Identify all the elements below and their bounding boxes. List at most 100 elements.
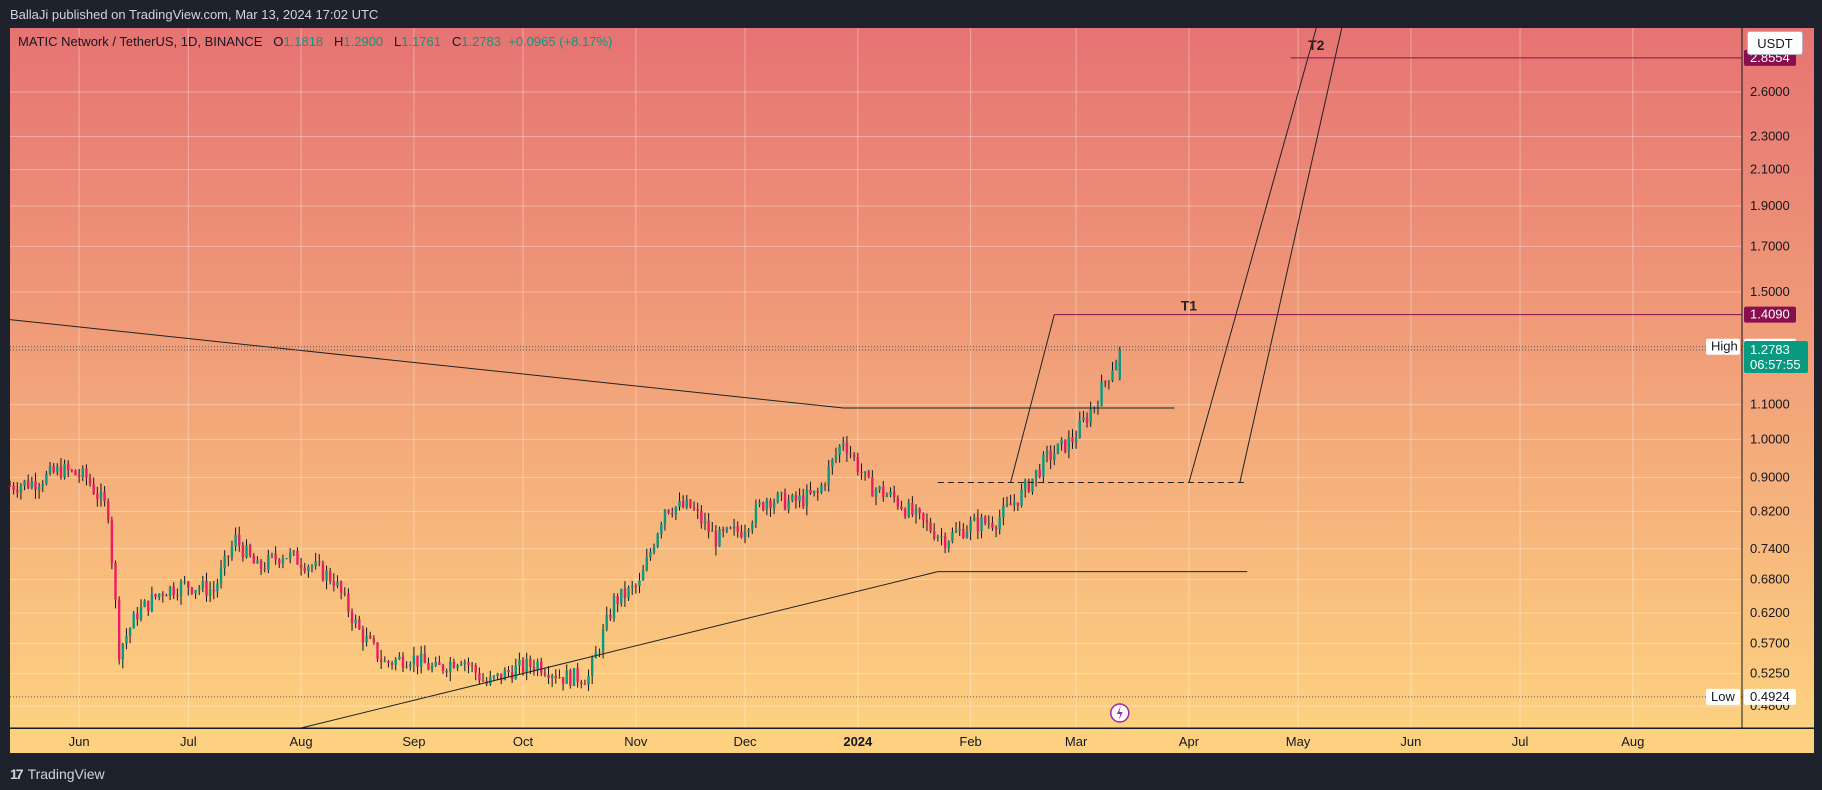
x-tick-label: Apr — [1179, 734, 1200, 749]
candle-body — [30, 481, 34, 488]
candle-body — [1031, 478, 1034, 492]
candle-body — [536, 661, 539, 671]
y-tick-label: 2.1000 — [1750, 162, 1790, 177]
candle-body — [831, 459, 834, 467]
downtrend-line — [9, 319, 844, 409]
candle-body — [139, 606, 143, 620]
candle-body — [412, 655, 416, 665]
candle-body — [310, 566, 314, 568]
candle-body — [911, 502, 914, 515]
currency-button[interactable]: USDT — [1747, 31, 1803, 55]
y-tick-label: 1.9000 — [1750, 198, 1790, 213]
candle-body — [812, 490, 816, 494]
candle-body — [900, 506, 903, 510]
candle-body — [1111, 370, 1114, 381]
candle-body — [681, 500, 685, 508]
candle-body — [638, 580, 641, 587]
candle-body — [969, 520, 972, 532]
candle-body — [259, 560, 263, 569]
candle-body — [951, 532, 954, 542]
tradingview-logo[interactable]: 17 TradingView — [10, 766, 105, 782]
candle-body — [663, 509, 667, 525]
candle-body — [1005, 503, 1009, 506]
candle-body — [8, 485, 12, 487]
candle-body — [183, 581, 186, 583]
candle-body — [205, 580, 208, 596]
candle-body — [45, 473, 48, 484]
candle-body — [114, 562, 117, 600]
candle-body — [12, 485, 15, 490]
candle-body — [16, 489, 19, 493]
candle-body — [871, 477, 874, 497]
candle-body — [394, 659, 397, 665]
candle-body — [376, 642, 379, 659]
y-tick-label: 0.8200 — [1750, 503, 1790, 518]
candle-body — [714, 530, 718, 547]
candle-body — [725, 527, 729, 532]
candle-body — [350, 612, 354, 624]
x-tick-label: 2024 — [843, 734, 873, 749]
candle-body — [783, 492, 787, 510]
high-label-tag-bg — [1706, 338, 1740, 355]
candle-body — [1089, 409, 1092, 423]
candle-body — [1009, 503, 1012, 506]
candle-body — [401, 656, 405, 668]
candle-body — [452, 661, 456, 669]
close-value: 1.2783 — [461, 34, 501, 49]
candle-body — [52, 466, 55, 473]
x-tick-label: Jul — [1512, 734, 1529, 749]
candle-body — [168, 586, 172, 597]
candle-body — [976, 517, 980, 532]
symbol-name[interactable]: MATIC Network / TetherUS, 1D, BINANCE — [18, 34, 263, 49]
candle-body — [358, 619, 361, 630]
candle-body — [518, 659, 521, 666]
y-tick-label: 0.7400 — [1750, 541, 1790, 556]
candle-body — [248, 545, 252, 556]
candle-body — [1013, 502, 1016, 506]
candle-body — [303, 567, 306, 572]
candle-body — [441, 664, 445, 671]
candle-body — [1096, 405, 1100, 408]
candle-body — [154, 594, 157, 597]
low-label-tag: Low — [1711, 689, 1735, 704]
candle-body — [1071, 437, 1074, 443]
candle-body — [150, 594, 154, 612]
candle-body — [489, 677, 492, 685]
candle-body — [692, 507, 696, 510]
candle-body — [507, 670, 510, 673]
candle-body — [77, 475, 81, 477]
candle-body — [496, 673, 499, 676]
candle-body — [925, 519, 929, 523]
candle-body — [318, 561, 321, 563]
candle-body — [885, 495, 889, 497]
candle-body — [827, 466, 830, 486]
candle-body — [754, 504, 758, 524]
y-tick-label: 1.1000 — [1750, 397, 1790, 412]
candle-body — [550, 675, 554, 679]
candle-body — [980, 517, 983, 532]
candle-body — [285, 558, 288, 560]
candle-body — [569, 670, 572, 686]
footer-bar: 17 TradingView — [0, 755, 1822, 790]
candle-body — [41, 483, 44, 487]
candle-body — [463, 662, 467, 664]
x-tick-label: Aug — [290, 734, 313, 749]
candle-body — [609, 614, 612, 619]
candle-body — [674, 506, 678, 515]
candle-body — [1107, 380, 1111, 382]
countdown-timer: 06:57:55 — [1750, 357, 1801, 372]
candle-body — [765, 500, 769, 510]
candle-body — [165, 595, 168, 597]
low-price-tag: 0.4924 — [1750, 689, 1790, 704]
candle-body — [565, 670, 568, 684]
candle-body — [1023, 480, 1027, 490]
candle-body — [922, 512, 925, 520]
candle-body — [769, 500, 772, 509]
open-label: O — [273, 34, 284, 49]
candle-body — [1053, 453, 1056, 460]
publish-text: BallaJi published on TradingView.com, Ma… — [10, 7, 379, 22]
candle-body — [379, 658, 383, 662]
candle-body — [994, 527, 998, 530]
candle-body — [641, 570, 645, 581]
